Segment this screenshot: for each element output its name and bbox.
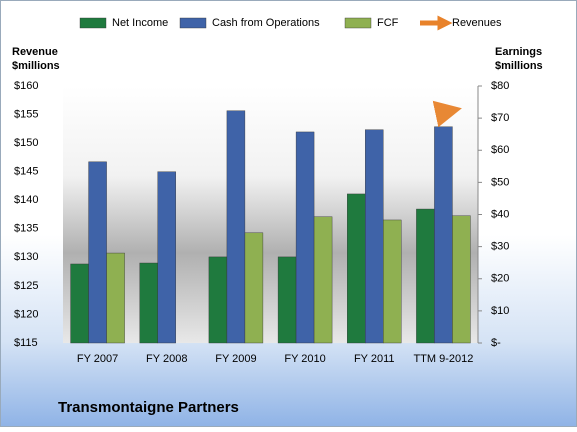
y-axis-title: Revenue	[12, 46, 58, 58]
legend-label: Revenues	[452, 17, 502, 29]
bar	[70, 263, 89, 344]
y2-axis-title: Earnings	[495, 46, 542, 58]
chart-title: Transmontaigne Partners	[58, 399, 239, 416]
bar	[313, 216, 333, 344]
bar	[452, 215, 471, 344]
y2-tick-label: $80	[491, 80, 509, 92]
legend-swatch	[179, 17, 207, 29]
y2-tick-label: $50	[491, 176, 509, 188]
bar	[434, 126, 453, 344]
bar	[295, 131, 315, 344]
y2-axis-title: $millions	[495, 60, 543, 72]
x-tick-label: FY 2011	[354, 353, 395, 365]
bar	[88, 161, 107, 344]
bar	[244, 232, 264, 344]
legend-label: Cash from Operations	[212, 17, 320, 29]
legend-label: FCF	[377, 17, 399, 29]
legend-swatch	[344, 17, 372, 29]
y-tick-label: $130	[14, 251, 38, 263]
plot-area	[63, 86, 478, 343]
bar	[226, 110, 246, 344]
x-tick-label: TTM 9-2012	[413, 353, 473, 365]
y-tick-label: $135	[14, 223, 38, 235]
x-tick-label: FY 2009	[215, 353, 256, 365]
bar	[277, 256, 297, 344]
y2-tick-label: $60	[491, 144, 509, 156]
y-tick-label: $115	[14, 337, 38, 349]
y2-tick-label: $30	[491, 241, 509, 253]
x-tick-label: FY 2007	[77, 353, 118, 365]
legend-label: Net Income	[112, 17, 168, 29]
bar	[383, 219, 402, 344]
y-axis-title: $millions	[12, 60, 60, 72]
y2-tick-label: $-	[491, 337, 501, 349]
y2-tick-label: $40	[491, 208, 509, 220]
bar	[208, 256, 228, 344]
y-tick-label: $125	[14, 280, 38, 292]
y2-tick-label: $20	[491, 273, 509, 285]
bar	[139, 262, 158, 344]
y2-tick-label: $70	[491, 112, 509, 124]
y-tick-label: $140	[14, 194, 38, 206]
bar	[416, 208, 435, 344]
y-tick-label: $155	[14, 108, 38, 120]
x-tick-label: FY 2008	[146, 353, 187, 365]
bar	[106, 252, 125, 344]
y-tick-label: $120	[14, 308, 38, 320]
legend-swatch	[79, 17, 107, 29]
bar	[157, 171, 176, 344]
y-tick-label: $150	[14, 137, 38, 149]
y2-tick-label: $10	[491, 305, 509, 317]
y-tick-label: $160	[14, 80, 38, 92]
x-tick-label: FY 2010	[284, 353, 325, 365]
bar	[347, 193, 366, 344]
y-tick-label: $145	[14, 166, 38, 178]
bar	[365, 129, 384, 344]
